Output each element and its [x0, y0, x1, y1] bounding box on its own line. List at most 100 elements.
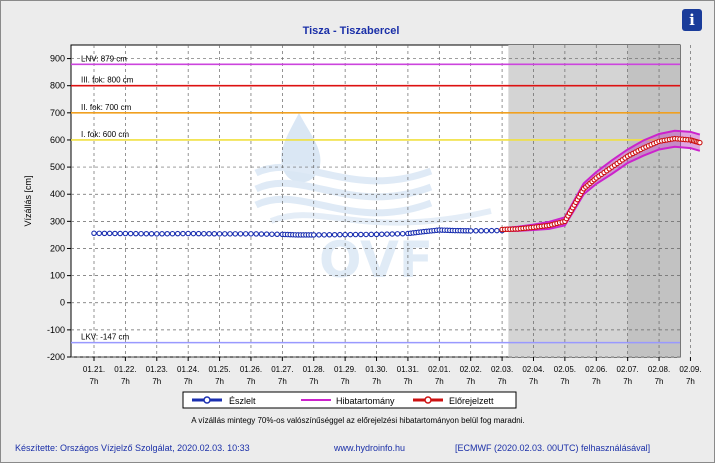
- probability-note: A vízállás mintegy 70%-os valószínűségge…: [191, 416, 525, 425]
- series-marker-observed: [478, 228, 484, 234]
- x-tick-hour: 7h: [498, 377, 507, 386]
- footer-website: www.hydroinfo.hu: [333, 443, 405, 453]
- x-tick-hour: 7h: [152, 377, 161, 386]
- threshold-label-fok1: I. fok: 600 cm: [81, 130, 129, 139]
- series-marker-observed: [494, 227, 500, 234]
- series-marker-observed: [352, 231, 359, 238]
- x-tick-date: 02.07.: [617, 365, 639, 374]
- y-tick-label: 100: [50, 271, 65, 281]
- legend-label-observed: Észlelt: [229, 396, 256, 406]
- x-tick-date: 02.04.: [522, 365, 544, 374]
- x-tick-date: 01.27.: [271, 365, 293, 374]
- series-marker-observed: [211, 231, 218, 237]
- series-marker-observed: [242, 231, 249, 237]
- x-tick-date: 02.01.: [428, 365, 450, 374]
- x-tick-date: 01.29.: [334, 365, 356, 374]
- series-marker-observed: [467, 228, 474, 234]
- series-marker-observed: [248, 231, 254, 237]
- series-marker-observed: [159, 231, 165, 237]
- legend-label-error-band: Hibatartomány: [336, 396, 395, 406]
- series-marker-observed: [488, 227, 495, 234]
- threshold-label-lnv: LNV: 879 cm: [81, 54, 127, 63]
- x-tick-hour: 7h: [184, 377, 193, 386]
- series-marker-observed: [122, 230, 129, 237]
- x-tick-hour: 7h: [403, 377, 412, 386]
- series-marker-observed: [389, 231, 395, 237]
- series-marker-observed: [373, 231, 380, 238]
- series-marker-observed: [358, 231, 364, 238]
- legend-item-error-band: Hibatartomány: [301, 396, 395, 406]
- series-marker-observed: [258, 231, 265, 237]
- x-tick-hour: 7h: [466, 377, 475, 386]
- x-tick-date: 01.24.: [177, 365, 199, 374]
- series-marker-observed: [164, 230, 170, 237]
- y-tick-label: -200: [47, 352, 65, 362]
- x-tick-hour: 7h: [341, 377, 350, 386]
- series-marker-observed: [133, 230, 139, 237]
- x-tick-date: 01.22.: [114, 365, 136, 374]
- x-tick-date: 01.21.: [83, 365, 105, 374]
- x-tick-date: 01.28.: [303, 365, 325, 374]
- series-marker-observed: [394, 231, 401, 237]
- series-marker-observed: [195, 230, 202, 237]
- series-marker-observed: [337, 231, 343, 238]
- y-tick-label: 900: [50, 54, 65, 64]
- x-tick-hour: 7h: [623, 377, 632, 386]
- series-marker-observed: [143, 230, 150, 237]
- x-tick-date: 02.06.: [585, 365, 607, 374]
- series-marker-observed: [274, 231, 280, 238]
- series-marker-observed: [216, 231, 223, 237]
- series-marker-observed: [263, 231, 270, 237]
- info-icon[interactable]: i: [682, 9, 702, 31]
- series-marker-observed: [154, 231, 160, 237]
- footer-source: [ECMWF (2020.02.03. 00UTC) felhasználásá…: [455, 443, 650, 453]
- series-marker-observed: [222, 231, 228, 237]
- y-axis-label: Vízállás [cm]: [23, 175, 33, 226]
- x-tick-date: 02.08.: [648, 365, 670, 374]
- series-marker-observed: [148, 231, 155, 237]
- x-tick-date: 01.31.: [397, 365, 419, 374]
- series-marker-observed: [253, 231, 259, 237]
- x-tick-hour: 7h: [247, 377, 256, 386]
- x-tick-date: 02.02.: [460, 365, 482, 374]
- series-marker-observed: [190, 230, 197, 237]
- x-tick-hour: 7h: [372, 377, 381, 386]
- y-tick-label: -100: [47, 325, 65, 335]
- x-tick-hour: 7h: [278, 377, 287, 386]
- series-marker-observed: [321, 232, 327, 238]
- x-tick-date: 01.26.: [240, 365, 262, 374]
- series-marker-observed: [112, 230, 118, 237]
- legend-item-observed: Észlelt: [192, 396, 256, 406]
- x-tick-hour: 7h: [435, 377, 444, 386]
- x-tick-hour: 7h: [560, 377, 569, 386]
- series-marker-observed: [368, 231, 375, 238]
- x-tick-date: 01.30.: [365, 365, 387, 374]
- series-marker-observed: [237, 231, 244, 237]
- series-marker-observed: [232, 231, 239, 237]
- far-forecast-shade: [627, 45, 680, 357]
- y-tick-label: 300: [50, 216, 65, 226]
- chart-title: Tisza - Tiszabercel: [303, 25, 400, 37]
- series-marker-observed: [227, 231, 233, 237]
- series-marker-observed: [342, 231, 348, 238]
- series-marker-observed: [101, 230, 108, 237]
- x-tick-hour: 7h: [215, 377, 224, 386]
- x-tick-hour: 7h: [121, 377, 130, 386]
- series-marker-observed: [483, 227, 490, 234]
- legend-label-forecast: Előrejelzett: [449, 396, 494, 406]
- y-tick-label: 800: [50, 81, 65, 91]
- x-tick-date: 01.23.: [146, 365, 168, 374]
- x-tick-date: 02.05.: [554, 365, 576, 374]
- y-tick-label: 600: [50, 135, 65, 145]
- error-band-upper: [502, 129, 701, 230]
- threshold-label-lkv: LKV: -147 cm: [81, 333, 130, 342]
- y-tick-label: 0: [60, 298, 65, 308]
- series-marker-forecast: [697, 139, 703, 146]
- x-tick-date: 01.25.: [208, 365, 230, 374]
- series-marker-observed: [310, 232, 317, 238]
- series-marker-observed: [180, 230, 186, 237]
- legend-item-forecast: Előrejelzett: [413, 396, 494, 406]
- series-marker-observed: [96, 230, 102, 237]
- x-tick-hour: 7h: [309, 377, 318, 386]
